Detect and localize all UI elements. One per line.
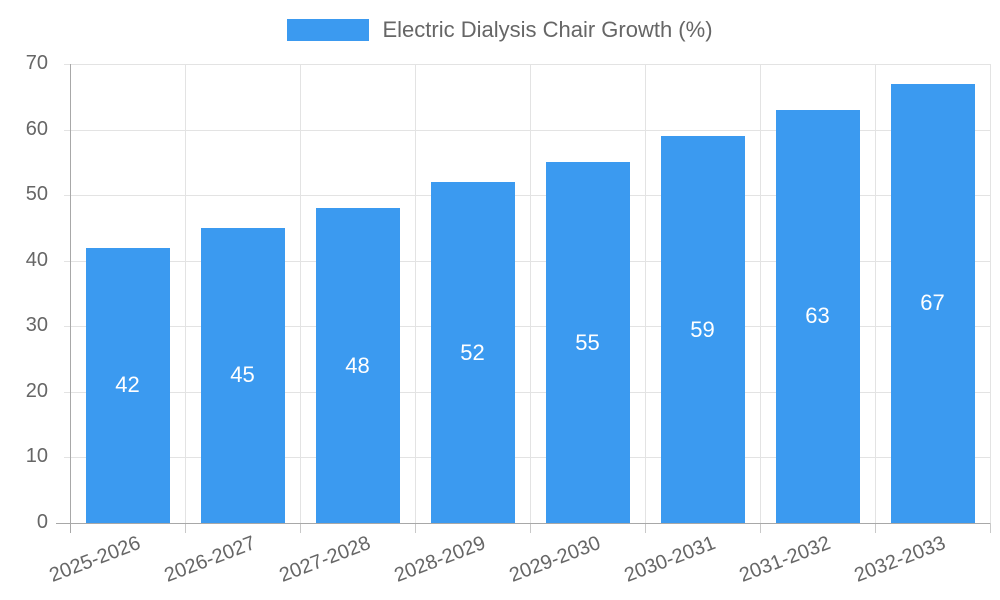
y-axis-tick-label: 10: [25, 445, 48, 468]
x-axis-tick-label: 2026-2027: [161, 532, 259, 587]
gridline-vertical: [415, 64, 416, 523]
y-axis-tick-label: 20: [25, 380, 48, 403]
x-axis-tick-mark: [70, 523, 71, 533]
y-axis-tick-label: 60: [25, 118, 48, 141]
x-axis-tick-label: 2030-2031: [621, 532, 719, 587]
gridline-vertical: [990, 64, 991, 523]
x-axis-tick-mark: [990, 523, 991, 533]
plot-area: 0 10 20 30 40 50 60 70 42 45 48 52 55 59 63 67 2025-2026…: [26, 52, 991, 587]
gridline-vertical: [875, 64, 876, 523]
bar[interactable]: [660, 136, 745, 523]
x-axis-tick-label: 2027-2028: [276, 532, 374, 587]
bar[interactable]: [430, 182, 515, 523]
x-axis-tick-label: 2025-2026: [46, 532, 144, 587]
bar[interactable]: [545, 162, 630, 523]
x-axis-tick-mark: [185, 523, 186, 533]
y-axis-line: [70, 64, 71, 533]
x-axis-tick-label: 2029-2030: [506, 532, 604, 587]
bar[interactable]: [200, 227, 285, 523]
x-axis-tick-label: 2028-2029: [391, 532, 489, 587]
legend-label: Electric Dialysis Chair Growth (%): [382, 17, 713, 42]
gridline-vertical: [530, 64, 531, 523]
x-axis-tick-mark: [415, 523, 416, 533]
gridline-horizontal: [64, 64, 990, 65]
x-axis-tick-mark: [530, 523, 531, 533]
gridline-vertical: [185, 64, 186, 523]
bar[interactable]: [775, 109, 860, 523]
y-axis-tick-label: 70: [25, 52, 48, 75]
y-axis-tick-label: 50: [25, 183, 48, 206]
gridline-vertical: [300, 64, 301, 523]
bar[interactable]: [890, 83, 975, 523]
x-axis-tick-mark: [875, 523, 876, 533]
gridline-vertical: [760, 64, 761, 523]
gridline-vertical: [645, 64, 646, 523]
x-axis-tick-mark: [645, 523, 646, 533]
y-axis-tick-label: 0: [36, 511, 48, 534]
legend-swatch-icon: [287, 19, 370, 41]
bar[interactable]: [315, 208, 400, 523]
x-axis-tick-label: 2032-2033: [851, 532, 949, 587]
legend[interactable]: Electric Dialysis Chair Growth (%): [0, 10, 1000, 50]
y-axis-tick-label: 30: [25, 314, 48, 337]
x-axis-tick-label: 2031-2032: [736, 532, 834, 587]
x-axis-line: [56, 523, 990, 524]
x-axis-tick-mark: [300, 523, 301, 533]
y-axis-tick-label: 40: [25, 249, 48, 272]
x-axis-tick-mark: [760, 523, 761, 533]
bar[interactable]: [85, 247, 170, 523]
